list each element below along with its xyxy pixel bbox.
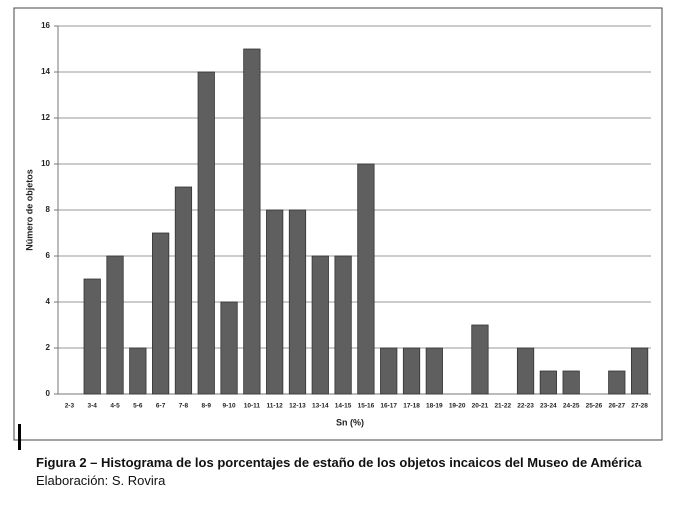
y-tick-label: 2 (46, 343, 51, 352)
x-tick-label: 26-27 (608, 403, 625, 410)
x-tick-label: 6-7 (156, 403, 166, 410)
y-tick-label: 16 (41, 21, 50, 30)
x-tick-label: 13-14 (312, 403, 329, 410)
bar (516, 347, 535, 395)
x-tick-label: 21-22 (494, 403, 511, 410)
bar (402, 347, 421, 395)
bar (539, 370, 557, 395)
bar (562, 370, 580, 395)
x-tick-label: 5-6 (133, 403, 143, 410)
x-tick-label: 23-24 (540, 403, 557, 410)
bar (197, 71, 215, 395)
caption-credit: Elaboración: S. Rovira (36, 473, 166, 488)
chart-frame (13, 7, 663, 441)
x-tick-label: 14-15 (335, 403, 352, 410)
margin-mark (18, 424, 21, 450)
bar (288, 209, 307, 395)
bar (334, 255, 352, 395)
x-tick-label: 24-25 (563, 403, 580, 410)
bar (174, 186, 193, 395)
bar (220, 301, 238, 395)
bar (471, 324, 489, 395)
bar (266, 209, 284, 395)
bar (380, 347, 398, 395)
bar (630, 347, 649, 395)
bar (129, 347, 147, 395)
x-tick-label: 17-18 (403, 403, 420, 410)
x-tick-label: 8-9 (202, 403, 212, 410)
bar (357, 163, 375, 395)
bar (311, 255, 329, 395)
x-tick-label: 4-5 (110, 403, 120, 410)
x-tick-label: 2-3 (65, 403, 75, 410)
x-tick-label: 12-13 (289, 403, 306, 410)
x-tick-label: 11-12 (267, 403, 284, 410)
bar (106, 255, 124, 395)
y-axis-label: Número de objetos (24, 169, 34, 251)
x-tick-label: 25-26 (586, 403, 603, 410)
y-tick-label: 8 (46, 205, 51, 214)
bar (608, 370, 626, 395)
x-tick-label: 3-4 (88, 403, 98, 410)
bar (425, 347, 443, 395)
x-tick-label: 19-20 (449, 403, 466, 410)
x-tick-label: 27-28 (631, 403, 648, 410)
chart: Sn (%) Número de objetos 0 2 4 6 8 10 12 14 16 2-… (13, 7, 663, 450)
x-tick-label: 10-11 (244, 403, 261, 410)
x-tick-label: 16-17 (380, 403, 397, 410)
y-tick-label: 6 (46, 251, 51, 260)
y-tick-label: 0 (46, 389, 51, 398)
y-tick-label: 4 (46, 297, 51, 306)
y-tick-label: 14 (41, 67, 50, 76)
x-tick-label: 20-21 (472, 403, 489, 410)
x-tick-label: 9-10 (223, 403, 236, 410)
caption-title: Figura 2 – Histograma de los porcentajes… (36, 455, 642, 470)
bar (83, 278, 101, 395)
bar (152, 232, 170, 395)
x-tick-label: 15-16 (358, 403, 375, 410)
x-tick-label: 18-19 (426, 403, 443, 410)
bar (243, 48, 261, 395)
x-tick-label: 7-8 (179, 403, 189, 410)
x-tick-label: 22-23 (517, 403, 534, 410)
y-tick-label: 12 (41, 113, 50, 122)
x-axis-label: Sn (%) (336, 417, 364, 427)
y-tick-label: 10 (41, 159, 50, 168)
caption: Figura 2 – Histograma de los porcentajes… (36, 455, 664, 488)
